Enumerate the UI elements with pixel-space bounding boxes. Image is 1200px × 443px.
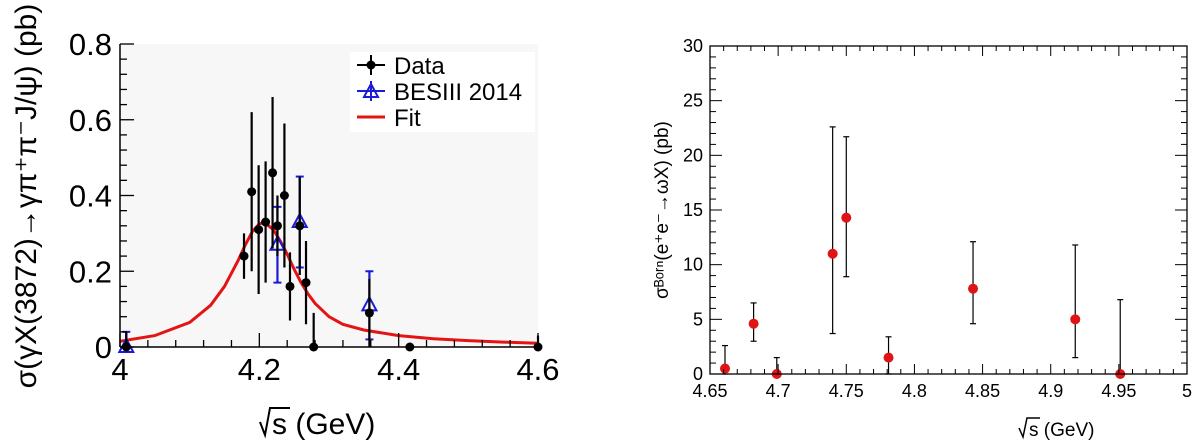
right-y-tick-label: 20: [683, 145, 703, 165]
omega-point: [719, 363, 730, 374]
data-point: [239, 251, 249, 261]
left-y-tick-label: 0.8: [69, 27, 112, 62]
right-x-axis-label: s (GeV): [1029, 420, 1094, 441]
data-point: [247, 187, 257, 197]
right-y-tick-label: 30: [683, 36, 703, 56]
left-x-tick-label: 4.6: [516, 352, 559, 387]
right-x-tick-label: 4.9: [1038, 381, 1063, 401]
legend-data-marker: [366, 60, 376, 70]
omega-point: [968, 283, 979, 294]
left-x-tick-label: 4.2: [238, 352, 281, 387]
omega-point: [841, 212, 852, 223]
data-point: [301, 278, 311, 288]
data-point: [285, 281, 295, 291]
legend-besiii-marker: [362, 81, 380, 98]
data-point: [254, 225, 264, 235]
left-sqrt-sign: [259, 407, 290, 439]
omega-point: [883, 352, 894, 363]
left-x-axis-label: s (GeV): [272, 408, 375, 441]
left-y-axis-label: σ(γX(3872)→γπ⁺π⁻J/ψ) (pb): [10, 4, 43, 389]
right-y-tick-label: 25: [683, 91, 703, 111]
right-sqrt-sign: [1018, 417, 1040, 440]
legend-besiii-label: BESIII 2014: [394, 79, 522, 106]
right-points-layer: [719, 126, 1126, 379]
right-axes: 4.65 4.7 4.75 4.8 4.85 4.9 4.95 5 0 5 10 15 20 25 30: [683, 36, 1192, 401]
left-x-tick-label: 4.4: [377, 352, 420, 387]
left-y-tick-label: 0.4: [69, 179, 112, 214]
left-axes: 4 4.2 4.4 4.6 0 0.2 0.4 0.6 0.8: [69, 27, 560, 387]
left-y-tick-label: 0: [95, 330, 112, 365]
right-y-tick-label: 15: [683, 200, 703, 220]
left-points-layer: [117, 97, 543, 353]
right-y-tick-label: 10: [683, 255, 703, 275]
right-x-tick-label: 4.95: [1101, 381, 1136, 401]
omega-point: [1070, 314, 1081, 325]
left-x-axis-title: s (GeV): [259, 407, 375, 441]
left-legend: Data BESIII 2014 Fit: [350, 52, 535, 132]
right-y-axis-label: σᴮᵒʳⁿ(e⁺e⁻→ωX) (pb): [652, 121, 673, 299]
omega-point: [827, 248, 838, 259]
right-x-tick-label: 5: [1182, 381, 1192, 401]
data-point: [364, 308, 374, 318]
legend-data-label: Data: [394, 53, 445, 80]
data-point: [279, 191, 289, 200]
right-x-tick-label: 4.65: [692, 381, 727, 401]
data-point: [272, 221, 282, 231]
right-x-tick-label: 4.8: [902, 381, 927, 401]
right-x-tick-label: 4.75: [829, 381, 864, 401]
left-y-tick-label: 0.2: [69, 254, 112, 289]
left-y-tick-label: 0.6: [69, 103, 112, 138]
right-x-axis-title: s (GeV): [1018, 417, 1094, 441]
right-chart: 4.65 4.7 4.75 4.8 4.85 4.9 4.95 5 0 5 10 15 20 25 30 s…: [652, 36, 1192, 441]
legend-fit-label: Fit: [394, 105, 421, 132]
data-point: [261, 217, 271, 227]
left-chart: 4 4.2 4.4 4.6 0 0.2 0.4 0.6 0.8 Data BESIII 2014…: [10, 4, 560, 441]
data-point: [295, 221, 305, 231]
left-x-tick-label: 4: [111, 352, 128, 387]
right-plot-area: [710, 46, 1187, 374]
data-point: [268, 168, 278, 178]
omega-point: [748, 318, 759, 329]
right-x-tick-label: 4.85: [965, 381, 1000, 401]
right-y-tick-label: 5: [693, 309, 703, 329]
right-y-tick-label: 0: [693, 364, 703, 384]
right-x-tick-label: 4.7: [766, 381, 791, 401]
